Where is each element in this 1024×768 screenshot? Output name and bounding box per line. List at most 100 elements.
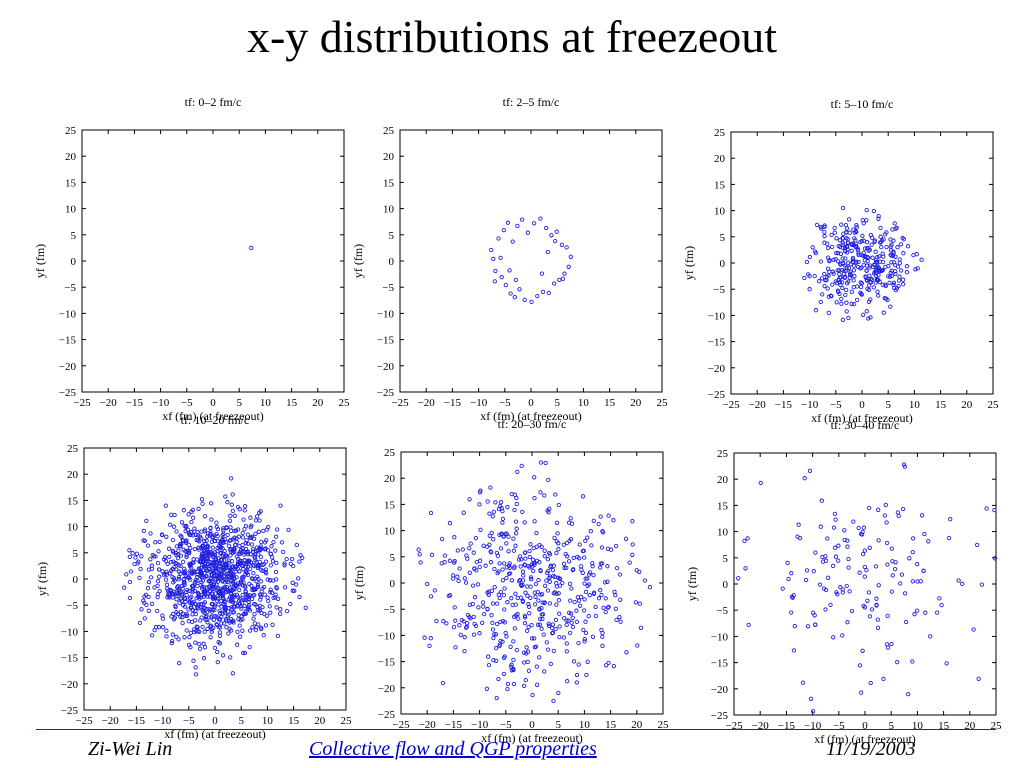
data-point: [124, 572, 129, 577]
data-point: [796, 522, 801, 527]
x-axis-label: xf (fm) (at freezeout): [480, 409, 582, 423]
data-point: [822, 271, 827, 277]
data-point: [242, 508, 247, 513]
data-point: [531, 545, 536, 551]
data-point: [510, 602, 515, 608]
x-tick-label: −5: [833, 720, 845, 732]
data-point: [254, 625, 259, 630]
data-point: [171, 524, 177, 529]
data-point: [552, 574, 557, 580]
data-point: [221, 591, 226, 596]
x-tick-label: −10: [471, 719, 489, 731]
data-point: [296, 576, 301, 581]
data-point: [583, 589, 589, 595]
data-point: [226, 631, 231, 636]
data-point: [828, 602, 833, 608]
data-point: [205, 626, 210, 631]
data-point: [156, 549, 161, 554]
data-point: [501, 671, 507, 677]
data-point: [613, 543, 619, 549]
data-point: [542, 493, 547, 498]
data-point: [871, 285, 876, 290]
data-point: [199, 586, 205, 591]
data-point: [457, 566, 462, 571]
data-point: [450, 573, 456, 578]
data-point: [915, 266, 920, 271]
data-point: [582, 581, 587, 586]
data-point: [218, 611, 223, 616]
data-point: [269, 544, 274, 549]
data-point: [582, 639, 587, 644]
data-point: [447, 521, 453, 526]
data-point: [220, 533, 225, 538]
data-point: [845, 226, 850, 231]
data-point: [822, 229, 827, 235]
data-point: [530, 564, 535, 569]
y-tick-label: −15: [59, 335, 77, 347]
data-point: [537, 655, 542, 660]
data-point: [160, 569, 165, 574]
data-point: [861, 221, 866, 226]
x-axis-label: xf (fm) (at freezeout): [814, 732, 916, 746]
data-point: [840, 280, 845, 285]
data-point: [501, 227, 506, 233]
data-point: [472, 595, 478, 600]
data-point: [499, 506, 504, 511]
data-point: [577, 603, 583, 608]
data-point: [539, 612, 544, 617]
data-point: [854, 297, 860, 303]
data-point: [237, 587, 242, 593]
data-point: [893, 271, 898, 277]
data-point: [539, 592, 545, 597]
data-point: [590, 634, 596, 639]
data-point: [182, 596, 187, 601]
data-point: [528, 542, 533, 547]
data-point: [176, 575, 182, 580]
data-point: [522, 520, 527, 525]
data-point: [467, 570, 472, 575]
data-point: [464, 620, 470, 626]
y-tick-label: −25: [378, 709, 396, 721]
data-point: [884, 520, 889, 525]
data-point: [876, 216, 881, 221]
data-point: [243, 611, 249, 616]
data-point: [600, 634, 605, 640]
y-axis-label: yf (fm): [351, 244, 365, 278]
data-point: [220, 553, 226, 558]
data-point: [485, 499, 490, 504]
data-point: [489, 247, 494, 253]
data-point: [525, 584, 530, 589]
data-point: [585, 535, 590, 540]
data-point: [257, 603, 262, 609]
data-point: [745, 536, 750, 541]
data-point: [546, 621, 551, 626]
data-point: [258, 554, 264, 560]
data-points: [802, 205, 924, 322]
data-point: [598, 565, 603, 570]
data-point: [487, 542, 492, 547]
data-point: [183, 529, 188, 534]
data-point: [841, 231, 846, 236]
data-point: [176, 548, 181, 553]
data-point: [215, 545, 220, 551]
x-tick-label: −15: [778, 720, 796, 732]
data-point: [530, 557, 536, 562]
data-point: [554, 520, 560, 525]
data-point: [813, 308, 819, 313]
footer-presentation-link[interactable]: Collective flow and QGP properties: [309, 738, 597, 760]
data-point: [168, 568, 174, 574]
data-point: [270, 590, 275, 596]
data-point: [580, 494, 586, 499]
data-point: [514, 647, 519, 653]
data-point: [532, 475, 537, 480]
data-point: [273, 548, 278, 553]
data-point: [504, 634, 509, 639]
plot-title: tf: 5–10 fm/c: [831, 97, 894, 111]
data-point: [452, 535, 457, 540]
data-point: [468, 541, 473, 546]
data-point: [175, 590, 180, 596]
data-point: [146, 608, 151, 613]
data-point: [196, 533, 201, 538]
data-point: [488, 560, 494, 565]
data-point: [557, 634, 562, 640]
